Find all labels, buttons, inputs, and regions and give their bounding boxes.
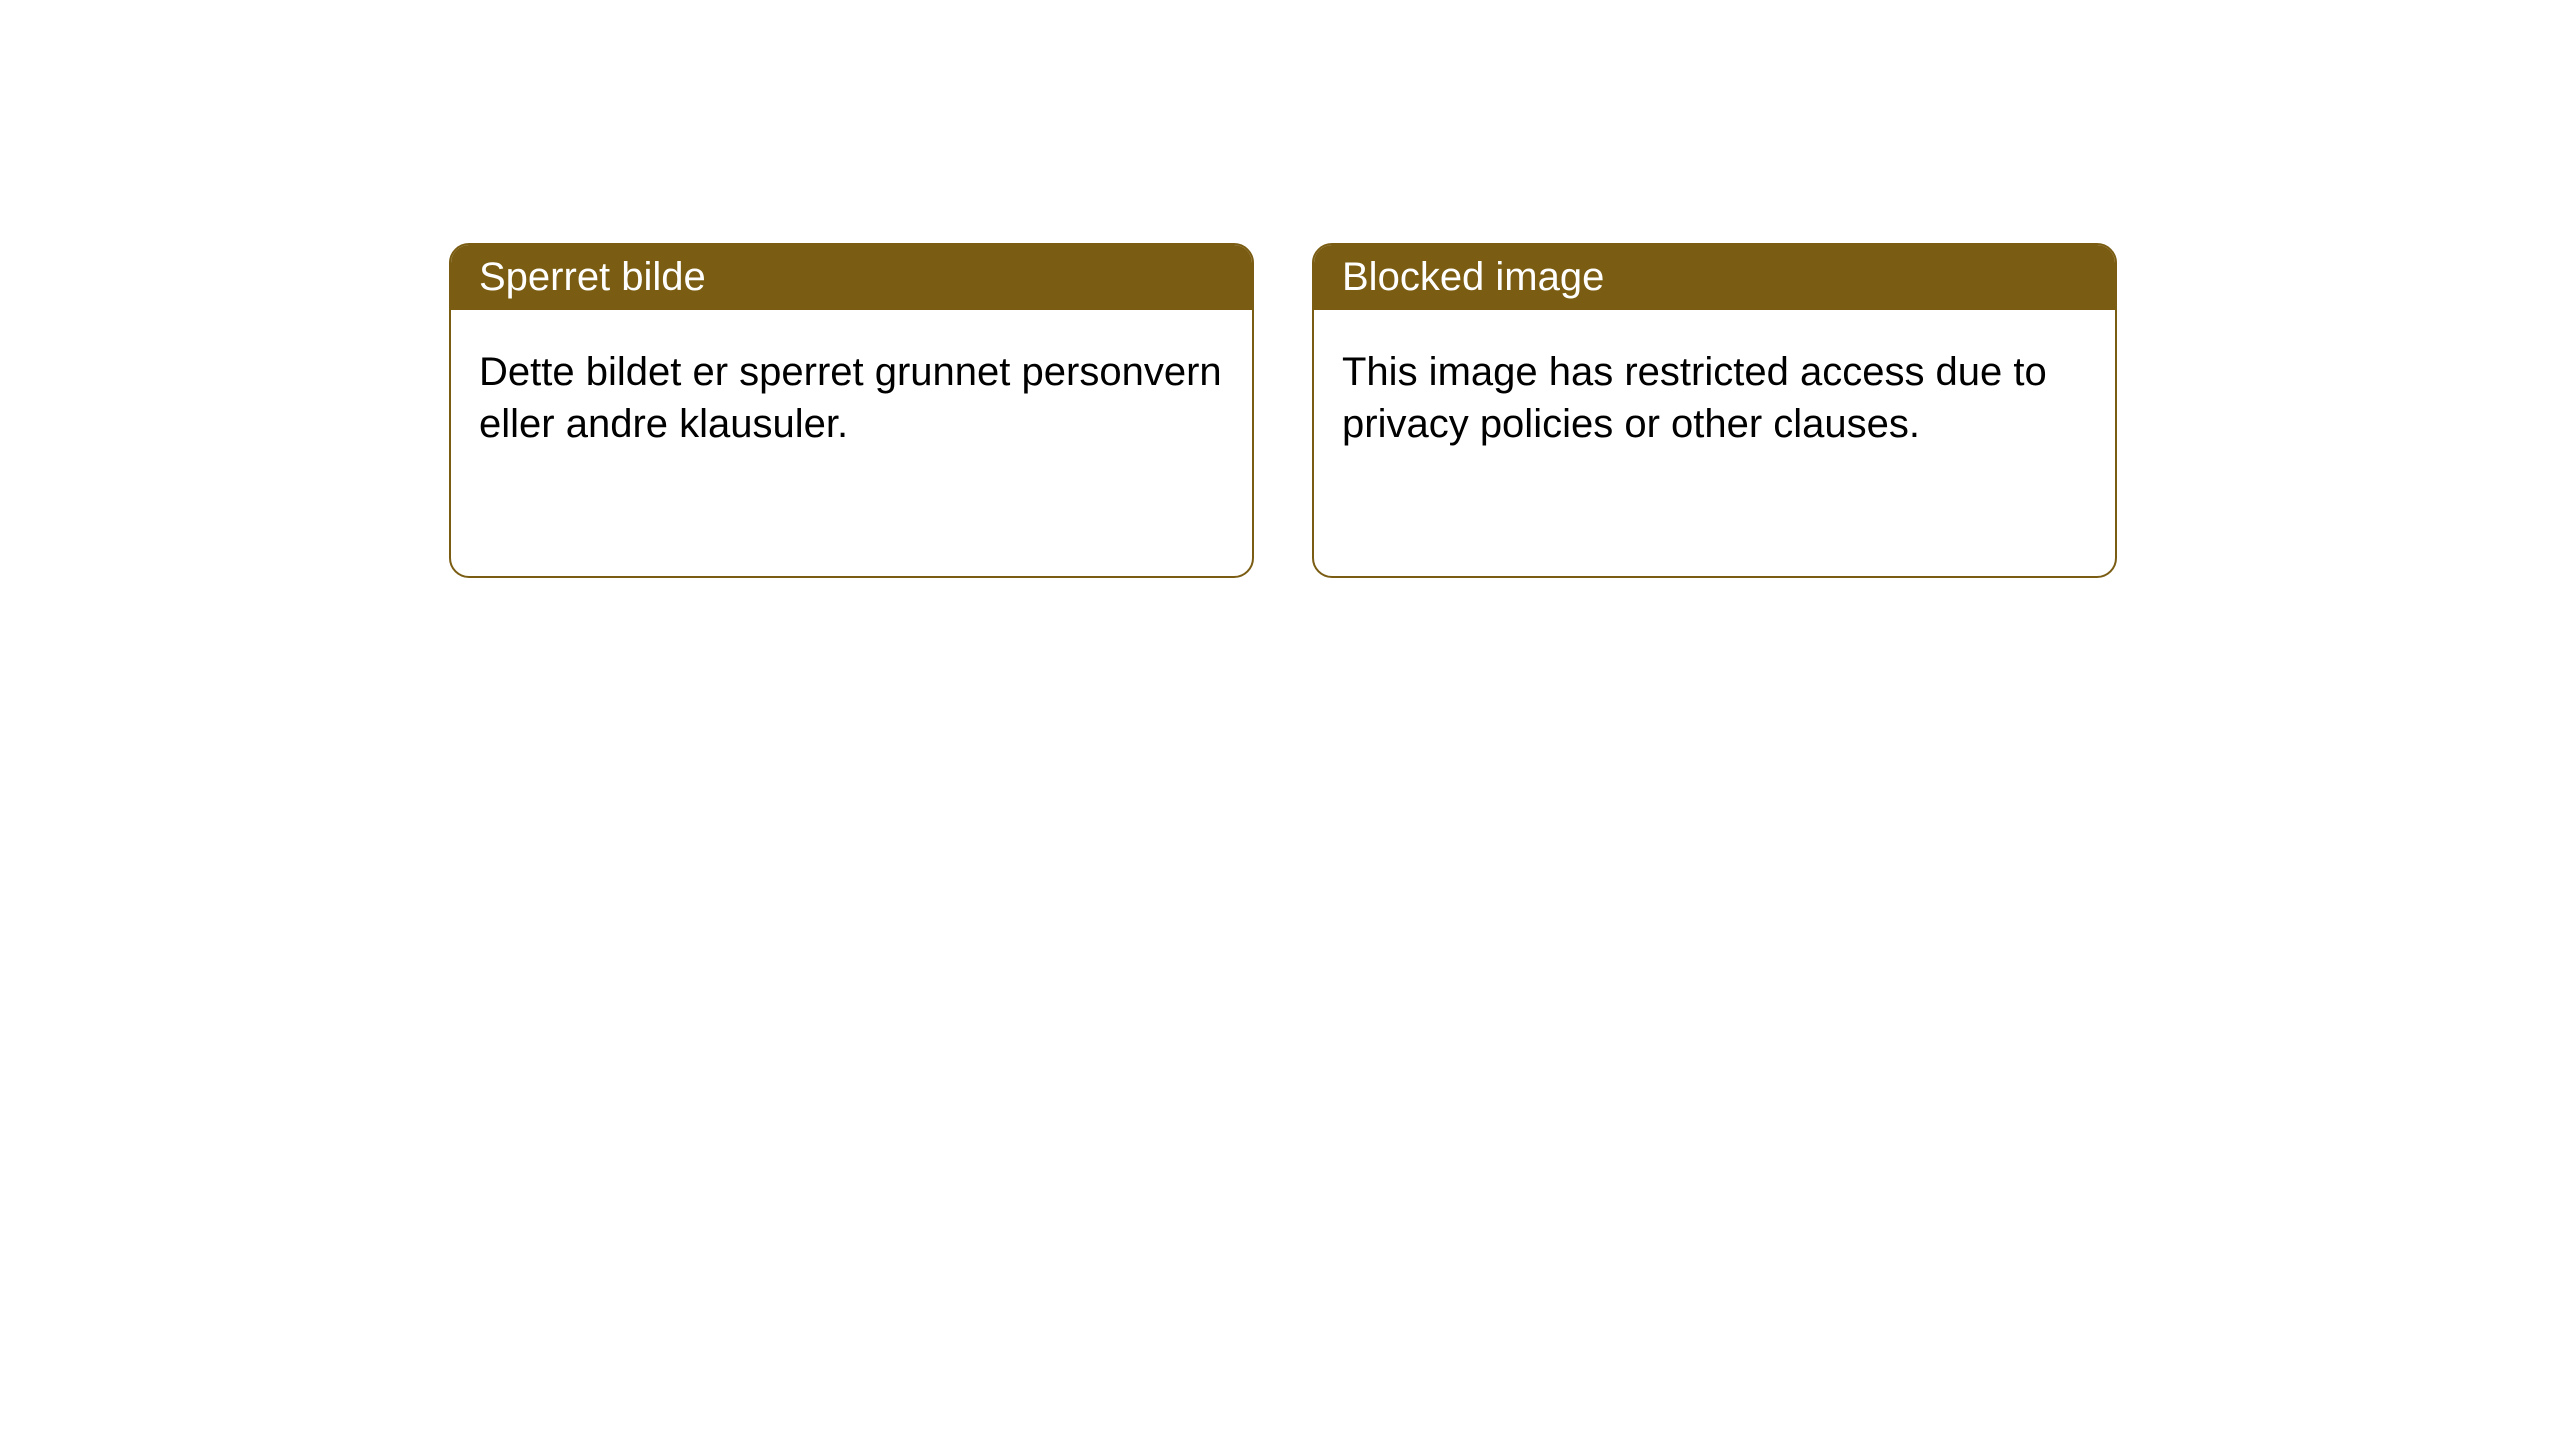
notice-message: Dette bildet er sperret grunnet personve… [479,350,1222,446]
notice-header: Blocked image [1314,245,2115,310]
notice-cards-container: Sperret bilde Dette bildet er sperret gr… [449,243,2117,578]
notice-message: This image has restricted access due to … [1342,350,2047,446]
notice-body: This image has restricted access due to … [1314,310,2115,486]
notice-body: Dette bildet er sperret grunnet personve… [451,310,1252,486]
notice-card-norwegian: Sperret bilde Dette bildet er sperret gr… [449,243,1254,578]
notice-title: Sperret bilde [479,255,706,299]
notice-card-english: Blocked image This image has restricted … [1312,243,2117,578]
notice-title: Blocked image [1342,255,1604,299]
notice-header: Sperret bilde [451,245,1252,310]
